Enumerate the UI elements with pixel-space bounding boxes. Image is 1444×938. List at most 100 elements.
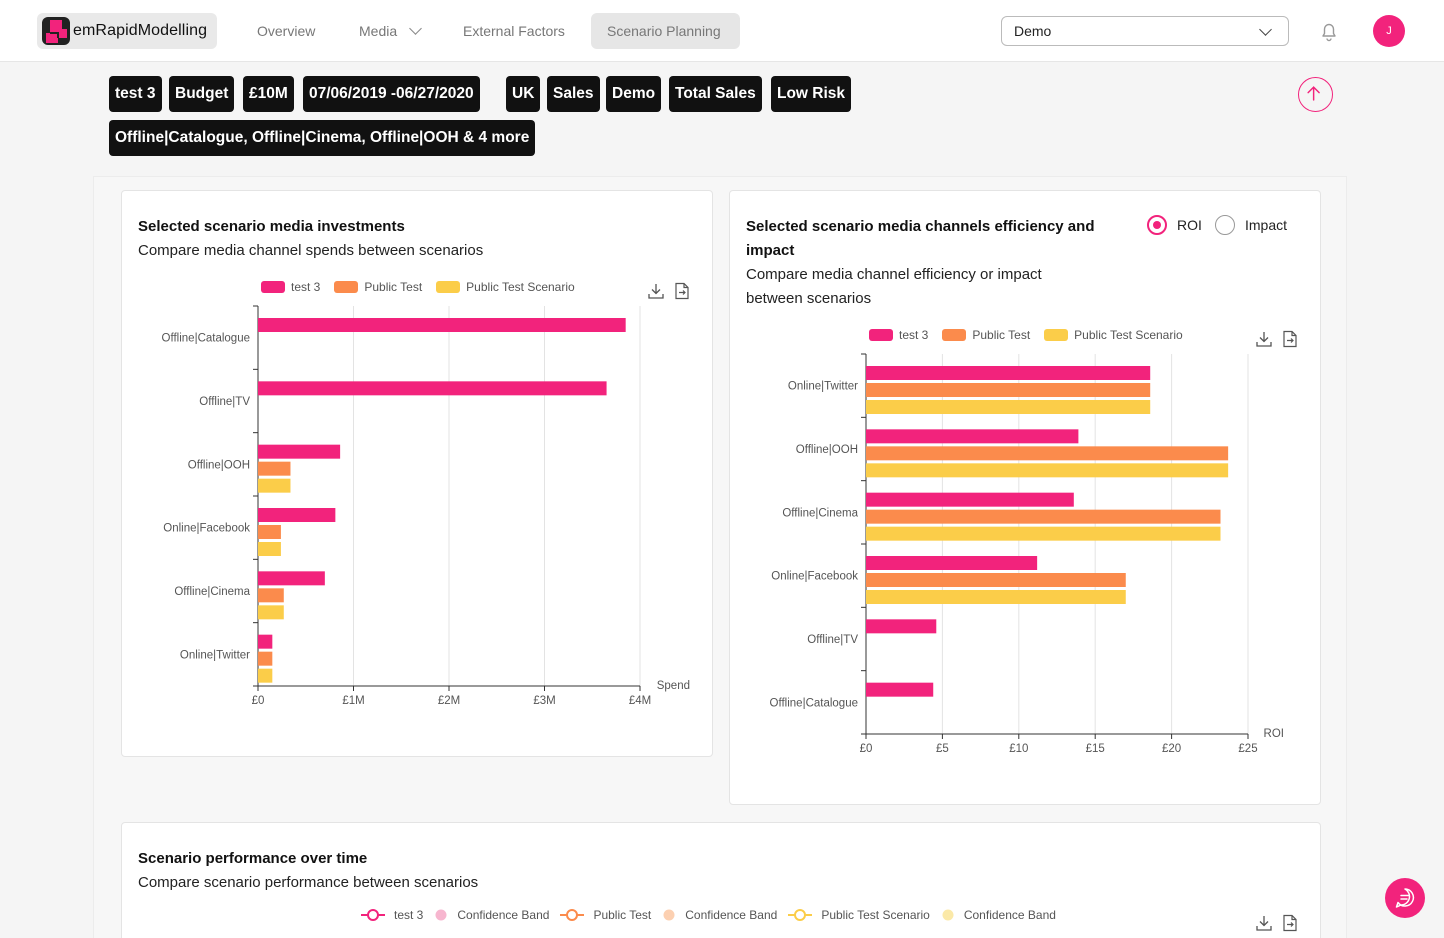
x-tick-label: £15 (1086, 743, 1105, 755)
legend-band-swatch (942, 909, 954, 921)
tag-budget: £10M (243, 76, 294, 112)
investments-subtitle: Compare media channel spends between sce… (138, 242, 484, 259)
avatar-initial: J (1386, 25, 1392, 37)
bar (866, 400, 1151, 414)
tag-channels: Offline|Catalogue, Offline|Cinema, Offli… (109, 120, 536, 156)
tag-metric: Total Sales (669, 76, 762, 112)
chat-icon (1395, 888, 1415, 908)
bar (258, 444, 341, 459)
legend-label: Public Test (593, 908, 652, 922)
legend-label: Confidence Band (963, 908, 1056, 922)
bar (866, 492, 1074, 507)
nav-scenario-planning[interactable]: Scenario Planning (591, 13, 740, 49)
workspace-select[interactable]: Demo (1001, 16, 1289, 46)
x-tick-label: £2M (438, 695, 460, 707)
bar (258, 461, 291, 476)
export-icon[interactable] (1281, 330, 1299, 348)
impact-radio[interactable]: Impact (1215, 215, 1287, 235)
y-tick-label: Offline|TV (807, 634, 858, 646)
legend-item[interactable]: Public Test Scenario (436, 280, 575, 294)
y-tick-label: Online|Twitter (180, 649, 250, 661)
legend-swatch (869, 329, 893, 341)
legend-item[interactable]: test 3 (360, 908, 423, 922)
bar (258, 318, 626, 332)
y-tick-label: Offline|Catalogue (770, 697, 858, 709)
legend-label: Confidence Band (457, 908, 550, 922)
chevron-down-icon (1259, 23, 1272, 36)
legend-item[interactable]: Confidence Band (661, 908, 777, 922)
legend-item[interactable]: test 3 (869, 328, 928, 342)
tag-region: UK (506, 76, 541, 112)
x-tick-label: £10 (1009, 743, 1028, 755)
nav-overview[interactable]: Overview (241, 13, 331, 49)
bar (866, 509, 1221, 524)
efficiency-chart: £0 £5 £10 £15 £20 £25 ROI Online|Twitter Offline… (770, 353, 1284, 755)
avatar[interactable]: J (1373, 15, 1405, 47)
bell-icon[interactable] (1318, 20, 1340, 42)
y-tick-label: Offline|TV (199, 396, 250, 408)
legend-item[interactable]: Public Test (942, 328, 1030, 342)
bar (258, 542, 281, 556)
brand-name: emRapidModelling (73, 22, 208, 39)
chat-button[interactable] (1385, 878, 1425, 918)
tag-date-range: 07/06/2019 -06/27/2020 (303, 76, 480, 112)
legend-item[interactable]: Public Test Scenario (1044, 328, 1183, 342)
bar (258, 668, 273, 683)
x-tick-label: £1M (342, 695, 364, 707)
legend-label: Public Test Scenario (1074, 328, 1183, 342)
scroll-up-button[interactable] (1298, 77, 1333, 112)
brand-logo[interactable]: emRapidModelling (37, 13, 217, 49)
top-bar: emRapidModelling Overview Media External… (0, 0, 1444, 62)
export-icon[interactable] (673, 282, 691, 300)
roi-radio[interactable]: ROI (1147, 215, 1202, 235)
legend-swatch (942, 329, 967, 341)
legend-swatch (334, 281, 359, 293)
y-tick-label: Offline|Cinema (782, 507, 858, 519)
x-tick-label: £3M (533, 695, 555, 707)
efficiency-title-line1: Selected scenario media channels efficie… (746, 218, 1095, 235)
nav-media-label: Media (359, 23, 398, 39)
legend-item[interactable]: Public Test Scenario (787, 908, 930, 922)
nav-external-factors[interactable]: External Factors (447, 13, 581, 49)
efficiency-subtitle: Compare media channel efficiency or impa… (746, 263, 1042, 311)
legend-label: Public Test (364, 280, 423, 294)
y-tick-label: Online|Facebook (163, 523, 250, 535)
legend-label: Confidence Band (685, 908, 778, 922)
bar (258, 571, 325, 586)
efficiency-title: Selected scenario media channels efficie… (746, 215, 1094, 263)
bar (866, 590, 1126, 604)
bar (866, 463, 1229, 478)
investments-card (121, 190, 713, 757)
bar (866, 556, 1038, 570)
performance-title: Scenario performance over time (138, 850, 368, 867)
bar (258, 525, 281, 539)
download-icon[interactable] (647, 282, 665, 300)
bar (258, 605, 284, 620)
chevron-down-icon (409, 22, 423, 35)
bar (258, 588, 284, 603)
efficiency-subtitle-line2: between scenarios (746, 290, 872, 307)
legend-item[interactable]: Public Test (559, 908, 651, 922)
bar (866, 619, 937, 634)
tag-scenario-name: test 3 (109, 76, 162, 112)
y-tick-label: Online|Facebook (771, 571, 858, 583)
efficiency-legend: test 3 Public Test Public Test Scenario (869, 328, 1197, 342)
nav-media[interactable]: Media (343, 13, 436, 49)
arrow-up-icon (1307, 86, 1320, 101)
legend-label: test 3 (899, 328, 929, 342)
radio-checked-icon (1147, 215, 1167, 235)
legend-item[interactable]: test 3 (261, 280, 320, 294)
legend-item[interactable]: Public Test (334, 280, 422, 294)
bar (866, 383, 1151, 397)
bar (866, 682, 934, 697)
legend-swatch (436, 281, 461, 293)
export-icon[interactable] (1281, 914, 1299, 932)
download-icon[interactable] (1255, 914, 1273, 932)
bar (258, 651, 273, 666)
legend-line-swatch (560, 909, 585, 921)
legend-item[interactable]: Confidence Band (940, 908, 1056, 922)
legend-item[interactable]: Confidence Band (433, 908, 549, 922)
legend-band-swatch (435, 909, 447, 921)
download-icon[interactable] (1255, 330, 1273, 348)
x-tick-label: £25 (1238, 743, 1257, 755)
